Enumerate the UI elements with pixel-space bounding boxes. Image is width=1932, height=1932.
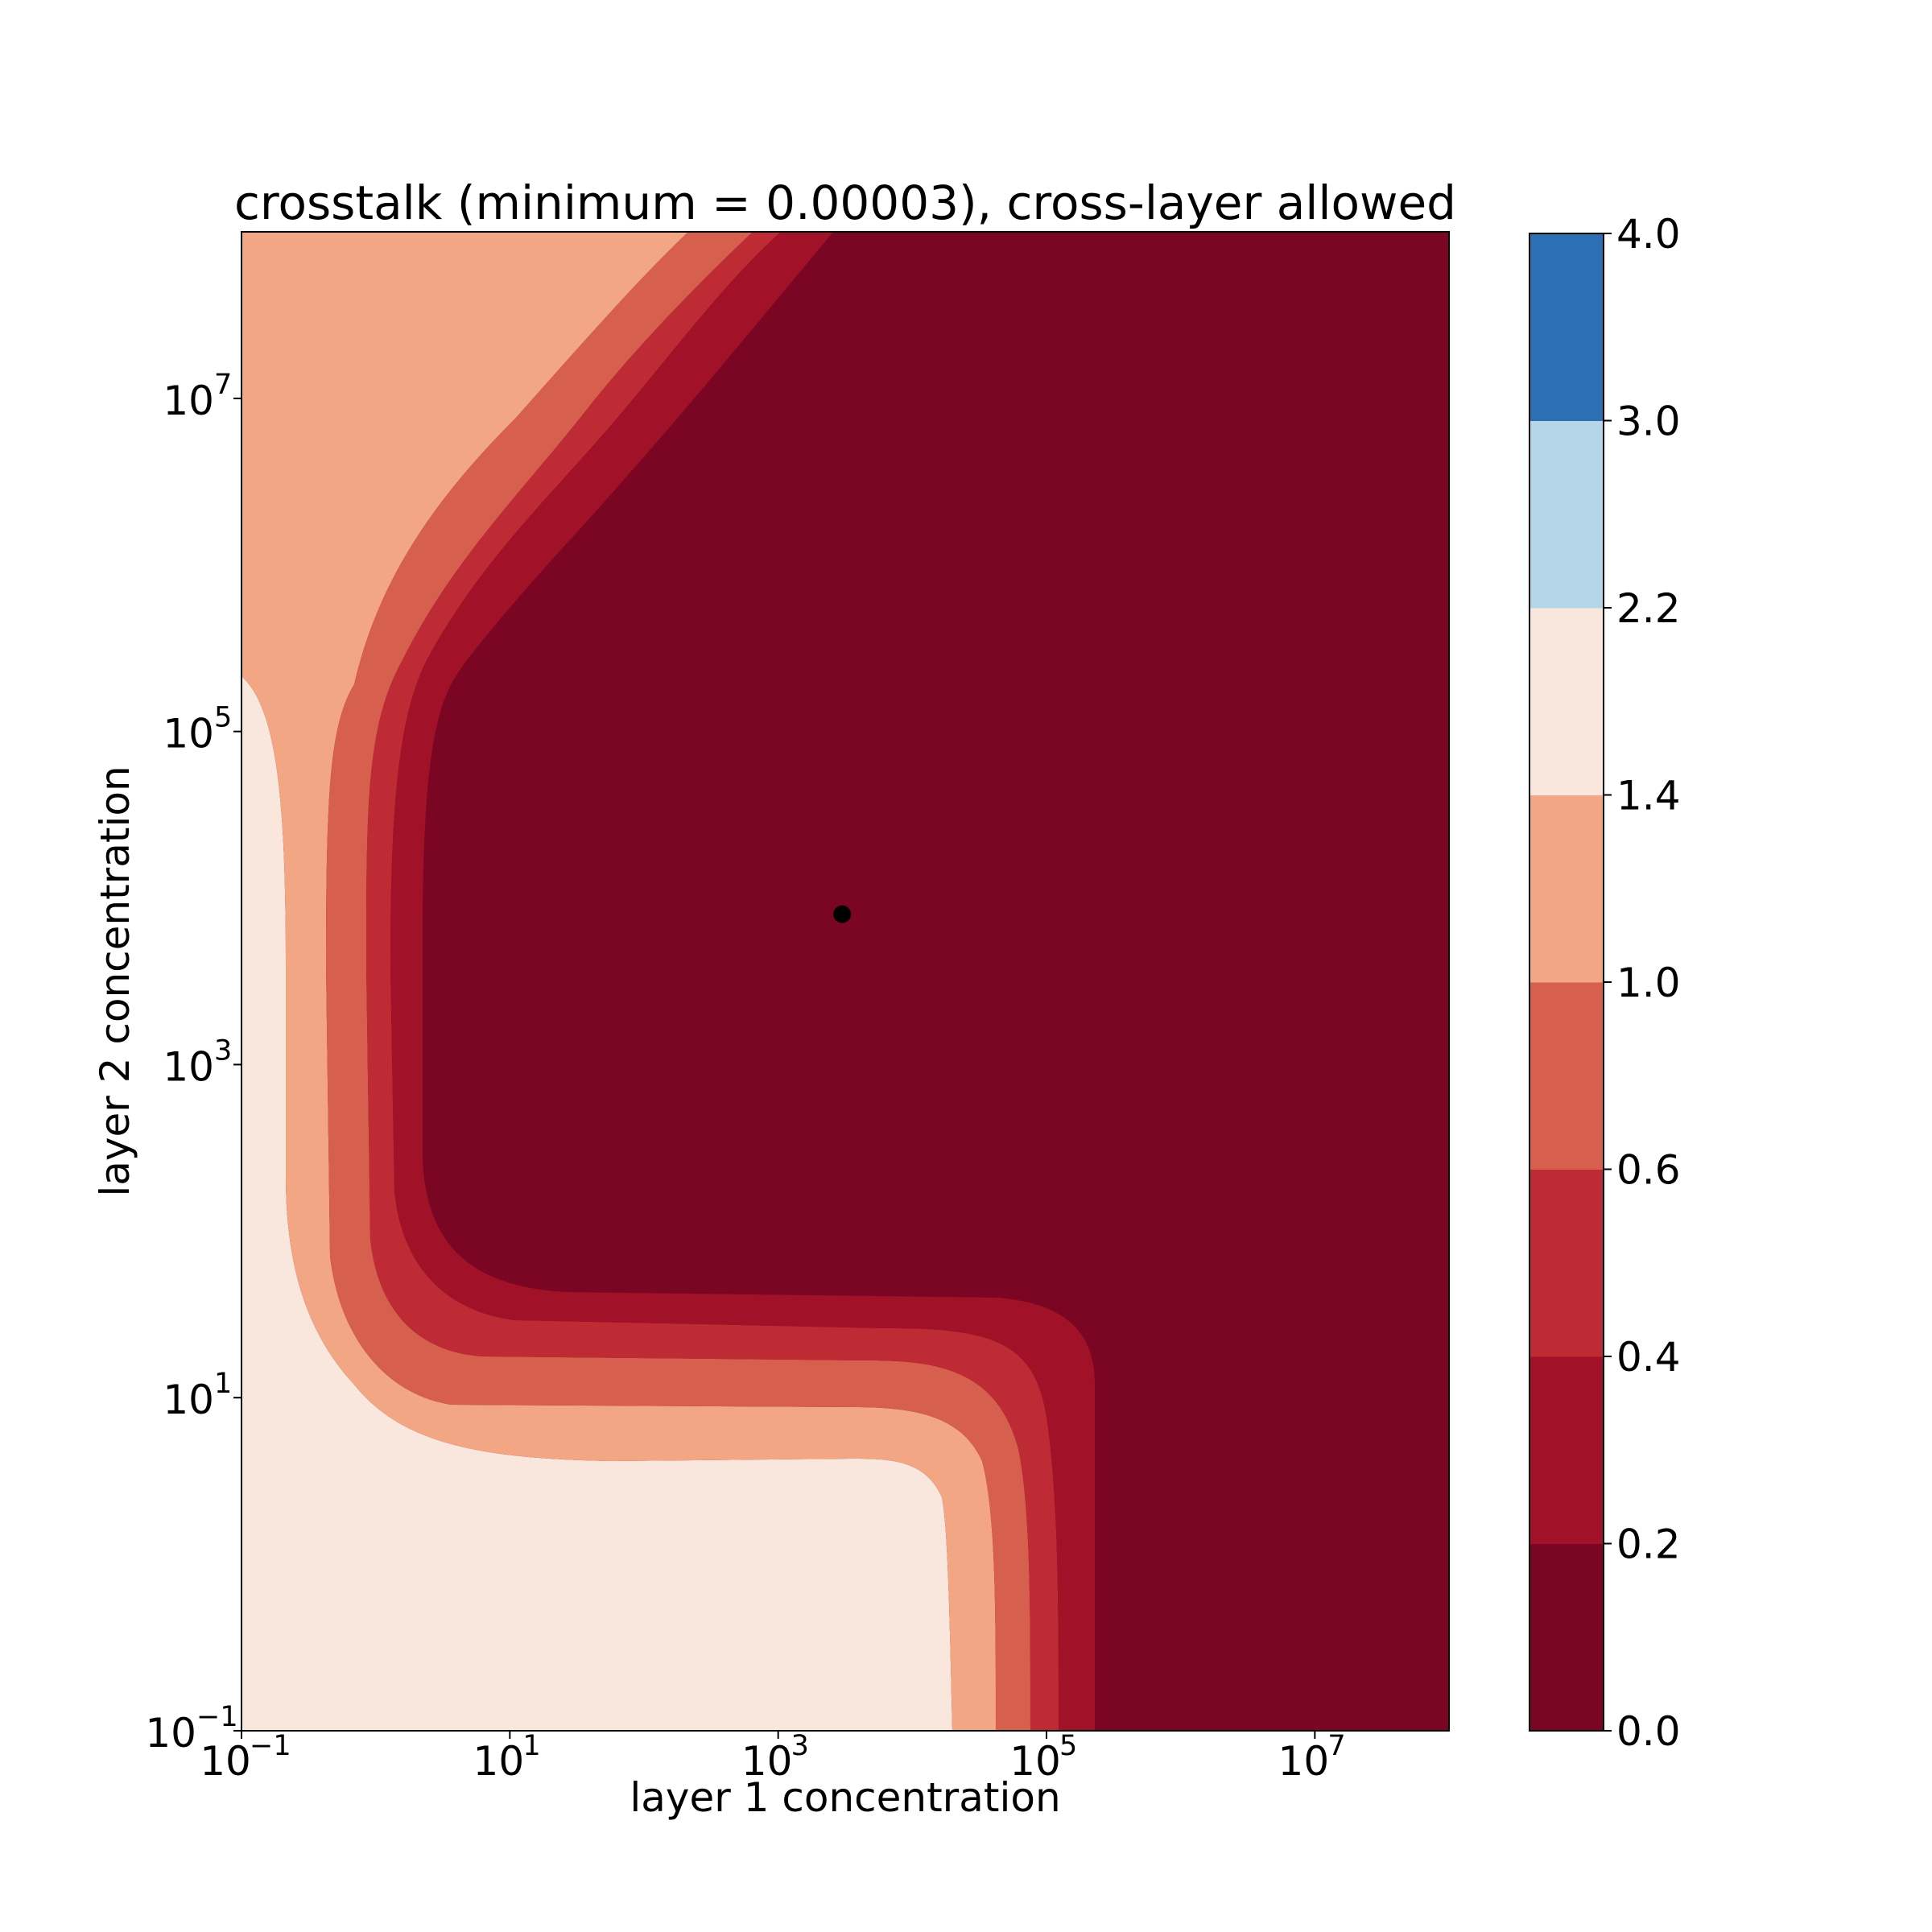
optimum-marker bbox=[833, 905, 852, 923]
colorbar-tick-label: 3.0 bbox=[1616, 398, 1681, 445]
y-tick-exponent: −1 bbox=[196, 1701, 238, 1733]
x-tick-exponent: 7 bbox=[1327, 1730, 1345, 1762]
contour-plot bbox=[242, 232, 1449, 1731]
x-axis: 10−1 101 103 105 107 bbox=[200, 1730, 1345, 1785]
y-axis-label: layer 2 concentration bbox=[92, 766, 138, 1196]
colorbar-tick-label: 2.2 bbox=[1616, 585, 1681, 632]
y-tick-exponent: 1 bbox=[214, 1368, 232, 1400]
colorbar-segment bbox=[1530, 1356, 1604, 1544]
y-tick-label: 10 bbox=[163, 1377, 214, 1423]
colorbar-tick-label: 1.4 bbox=[1616, 773, 1681, 819]
colorbar-segment bbox=[1530, 608, 1604, 795]
x-tick-label: 10 bbox=[200, 1738, 251, 1785]
colorbar-tick-label: 0.4 bbox=[1616, 1334, 1681, 1381]
x-tick-label: 10 bbox=[741, 1738, 793, 1785]
colorbar-segment bbox=[1530, 1169, 1604, 1357]
y-tick-label: 10 bbox=[163, 1043, 214, 1090]
x-tick-exponent: 1 bbox=[522, 1730, 540, 1762]
colorbar-segment bbox=[1530, 420, 1604, 609]
x-tick-label: 10 bbox=[1278, 1738, 1330, 1785]
colorbar-segment bbox=[1530, 1543, 1604, 1732]
colorbar-segment bbox=[1530, 795, 1604, 983]
colorbar-segment bbox=[1530, 982, 1604, 1170]
x-axis-label: layer 1 concentration bbox=[630, 1774, 1060, 1821]
colorbar-tick-label: 4.0 bbox=[1616, 211, 1681, 258]
contour-fill-1.0 bbox=[242, 232, 996, 1731]
x-tick-label: 10 bbox=[473, 1738, 525, 1785]
plot-frame bbox=[241, 231, 1450, 1732]
y-tick-exponent: 5 bbox=[214, 702, 232, 734]
y-tick-exponent: 7 bbox=[214, 369, 232, 401]
colorbar: 0.0 0.2 0.4 0.6 1.0 1.4 2.2 3.0 4.0 bbox=[1529, 211, 1681, 1755]
y-tick-label: 10 bbox=[163, 378, 214, 424]
x-tick-label: 10 bbox=[1009, 1738, 1061, 1785]
contour-fill-0.4 bbox=[366, 232, 1059, 1731]
colorbar-tick-label: 0.0 bbox=[1616, 1708, 1681, 1755]
colorbar-tick-label: 1.0 bbox=[1616, 960, 1681, 1006]
y-tick-exponent: 3 bbox=[214, 1034, 232, 1067]
y-tick-label: 10 bbox=[163, 711, 214, 758]
contour-fill-1.4 bbox=[242, 676, 952, 1731]
y-tick-label: 10 bbox=[145, 1710, 196, 1757]
colorbar-segment bbox=[1530, 233, 1604, 421]
x-tick-exponent: −1 bbox=[250, 1730, 291, 1762]
x-tick-exponent: 3 bbox=[791, 1730, 809, 1762]
colorbar-tick-label: 0.6 bbox=[1616, 1147, 1681, 1194]
chart-title: crosstalk (minimum = 0.00003), cross-lay… bbox=[234, 175, 1456, 230]
colorbar-tick-label: 0.2 bbox=[1616, 1521, 1681, 1568]
x-tick-exponent: 5 bbox=[1059, 1730, 1077, 1762]
